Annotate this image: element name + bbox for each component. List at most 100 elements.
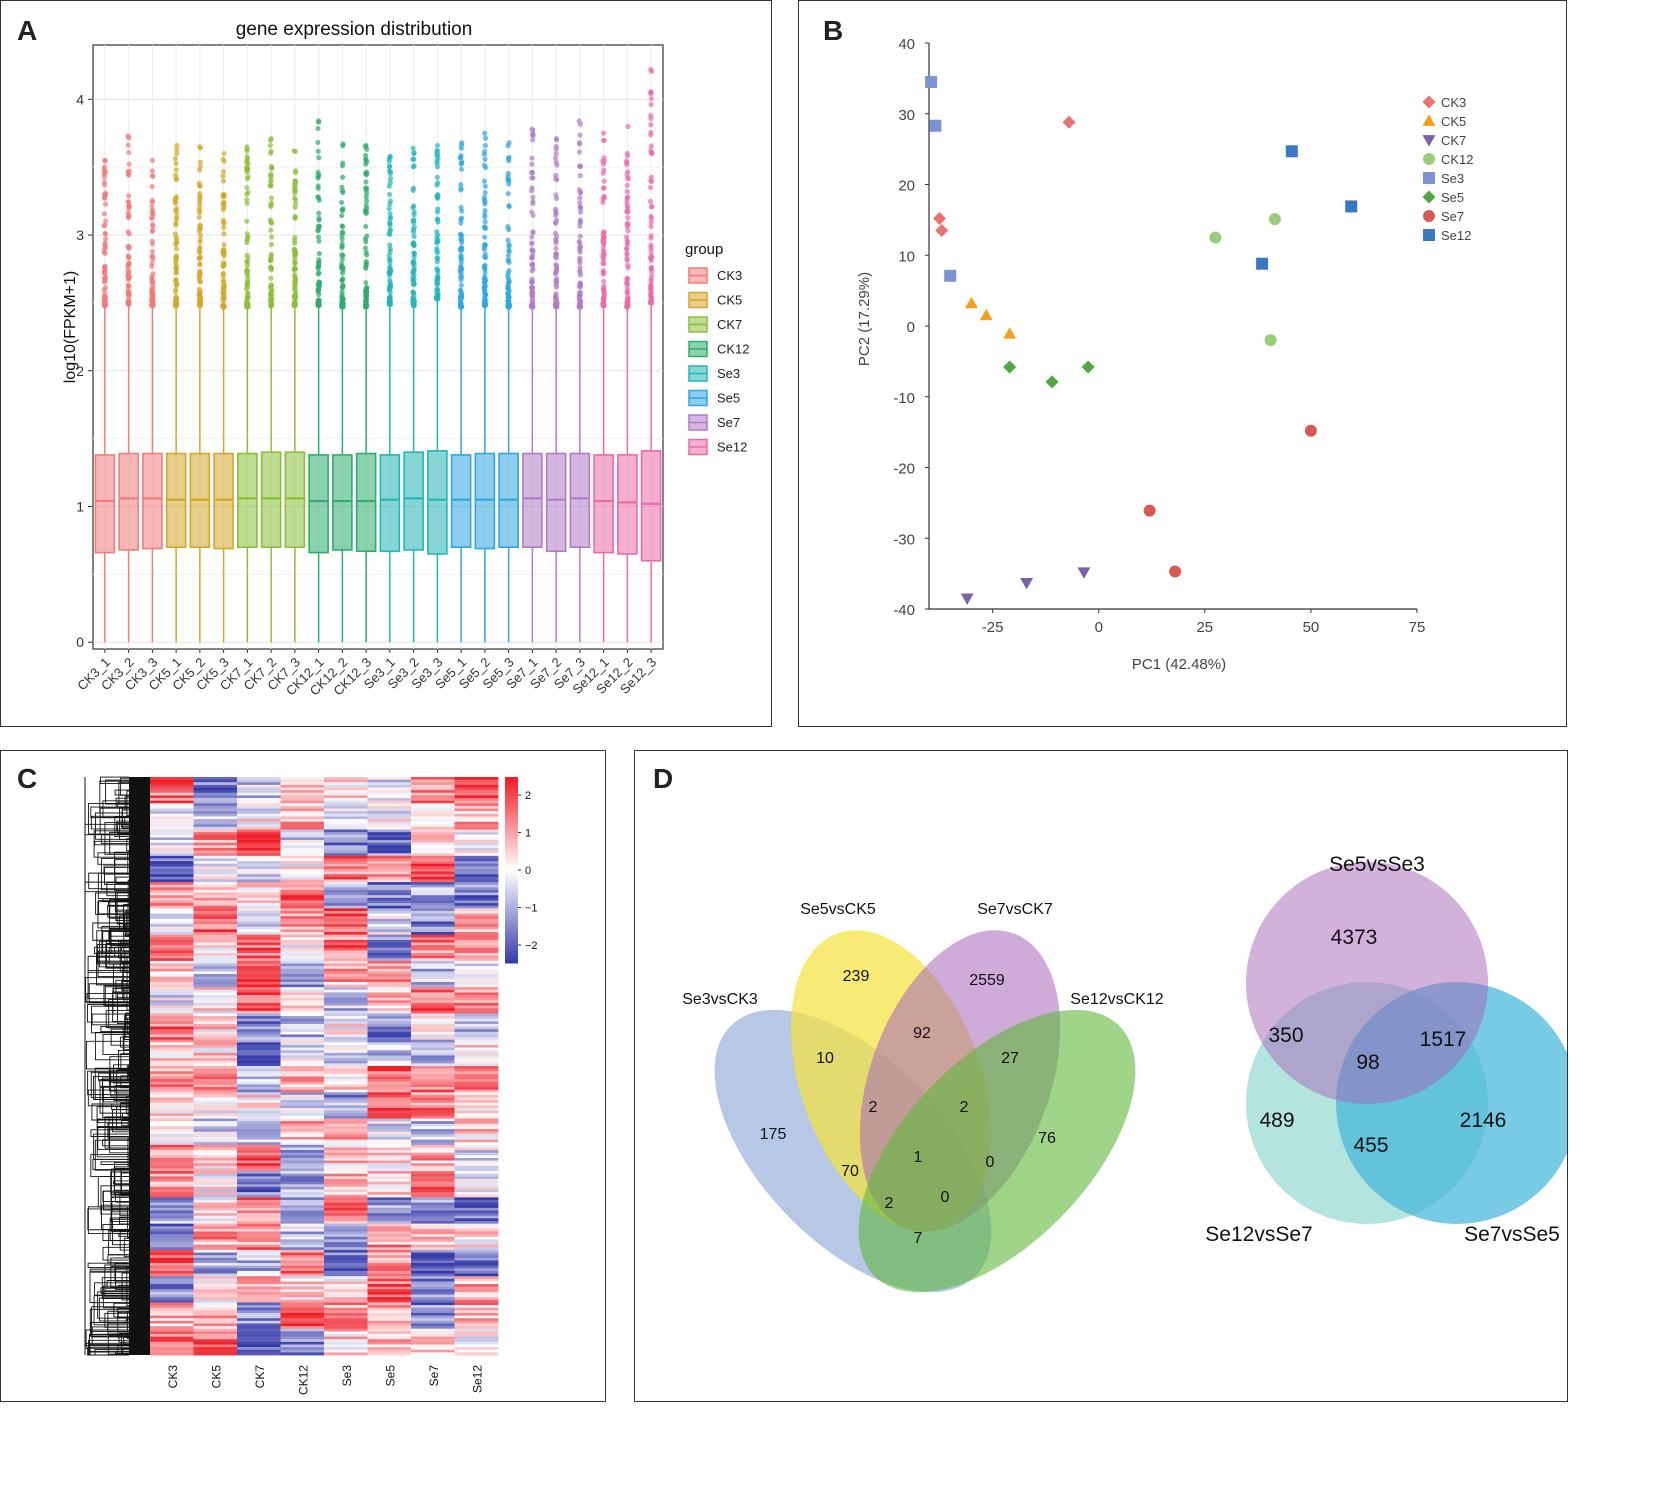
heatmap-cell: [237, 816, 281, 820]
point-CK12: [1209, 231, 1222, 244]
heatmap-cell: [237, 845, 281, 849]
heatmap-cell: [324, 1257, 368, 1261]
venn-region-count: 92: [913, 1025, 931, 1042]
heatmap-cell: [193, 821, 238, 825]
heatmap-cell: [411, 1344, 455, 1348]
heatmap-cell: [367, 1029, 412, 1033]
venn-region-count: 98: [1356, 1051, 1379, 1074]
heatmap-cell: [150, 1037, 194, 1041]
legend-item-Se7: Se7: [688, 414, 740, 431]
heatmap-cell: [324, 1157, 368, 1161]
heatmap-cell: [324, 863, 368, 867]
heatmap-cell: [280, 889, 325, 893]
heatmap-cell: [411, 1213, 455, 1217]
outlier-point: [624, 237, 630, 243]
heatmap-cell: [411, 1087, 455, 1091]
outlier-point: [624, 209, 630, 215]
heatmap-cell: [454, 1268, 499, 1272]
heatmap-cell: [150, 1312, 194, 1316]
outlier-point: [624, 203, 631, 210]
heatmap-cell: [411, 950, 455, 954]
heatmap-cell: [367, 1242, 412, 1246]
heatmap-cell: [193, 1176, 238, 1180]
heatmap-cell: [454, 1142, 499, 1146]
heatmap-cell: [150, 1347, 194, 1351]
heatmap-cell: [280, 1278, 325, 1282]
colorbar-segment: [505, 879, 518, 883]
outlier-point: [411, 149, 417, 156]
outlier-point: [552, 155, 559, 161]
heatmap-cell: [150, 1294, 194, 1298]
heatmap-cell: [411, 1281, 455, 1285]
dendrogram-branch: [119, 1036, 129, 1048]
dendrogram-branch: [102, 930, 129, 954]
colorbar-segment: [505, 851, 518, 855]
series-Se12: [1256, 145, 1358, 270]
heatmap-cell: [237, 889, 281, 893]
outlier-point: [363, 194, 369, 200]
heatmap-cell: [280, 1320, 325, 1324]
heatmap-cell: [411, 1181, 455, 1185]
outlier-point: [220, 173, 226, 179]
heatmap-cell: [150, 968, 194, 972]
heatmap-cell: [454, 1171, 499, 1175]
heatmap-cell: [280, 876, 325, 880]
heatmap-cell: [150, 1081, 194, 1085]
outlier-point: [553, 210, 559, 216]
heatmap-cell: [193, 989, 238, 993]
heatmap-cell: [193, 879, 238, 883]
heatmap-cell: [324, 1026, 368, 1030]
heatmap-cell: [193, 816, 238, 820]
heatmap-cell: [150, 1171, 194, 1175]
heatmap-cell: [193, 1136, 238, 1140]
outlier-point: [577, 260, 583, 266]
heatmap-cell: [280, 777, 325, 781]
outlier-point: [624, 246, 630, 252]
heatmap-cell: [411, 958, 455, 962]
point-CK12: [1268, 213, 1281, 226]
box-CK3_2: [118, 133, 139, 643]
heatmap-cell: [324, 1192, 368, 1196]
outlier-point: [101, 211, 108, 217]
outlier-point: [577, 205, 584, 211]
box-Se5_3: [498, 140, 519, 643]
dendrogram-branch: [85, 1342, 129, 1349]
outlier-point: [244, 218, 250, 224]
dendrogram-branch: [114, 1192, 129, 1203]
outlier-point: [268, 178, 274, 185]
heatmap-cell: [150, 1144, 194, 1148]
heatmap-cell: [411, 805, 455, 809]
heatmap-cell: [324, 958, 368, 962]
legend-label: Se12: [1441, 228, 1471, 243]
heatmap-cell: [324, 1163, 368, 1167]
heatmap-cell: [367, 1278, 412, 1282]
heatmap-cell: [454, 1102, 499, 1106]
heatmap-cell: [237, 1123, 281, 1127]
heatmap-cell: [193, 782, 238, 786]
outlier-point: [245, 174, 251, 180]
heatmap-cell: [411, 1066, 455, 1070]
heatmap-cell: [411, 966, 455, 970]
outlier-point: [387, 154, 393, 160]
heatmap-cell: [324, 1110, 368, 1114]
heatmap-cell: [367, 805, 412, 809]
heatmap-cell: [280, 1297, 325, 1301]
heatmap-cell: [411, 1115, 455, 1119]
heatmap-cell: [280, 1276, 325, 1280]
heatmap-cell: [411, 1310, 455, 1314]
heatmap-cell: [454, 1073, 499, 1077]
heatmap-cell: [280, 800, 325, 804]
heatmap-cell: [150, 1023, 194, 1027]
heatmap-cell: [367, 1131, 412, 1135]
dendrogram-branch: [91, 1005, 129, 1034]
outlier-point: [149, 248, 156, 255]
heatmap-cell: [411, 916, 455, 920]
heatmap-cell: [237, 1344, 281, 1348]
outlier-point: [363, 156, 369, 163]
dendrogram-branch: [87, 1206, 129, 1235]
colorbar-segment: [505, 798, 518, 803]
heatmap-cell: [150, 1005, 194, 1009]
heatmap-cell: [411, 1142, 455, 1146]
heatmap-cell: [454, 1176, 499, 1180]
heatmap-cell: [324, 1118, 368, 1122]
